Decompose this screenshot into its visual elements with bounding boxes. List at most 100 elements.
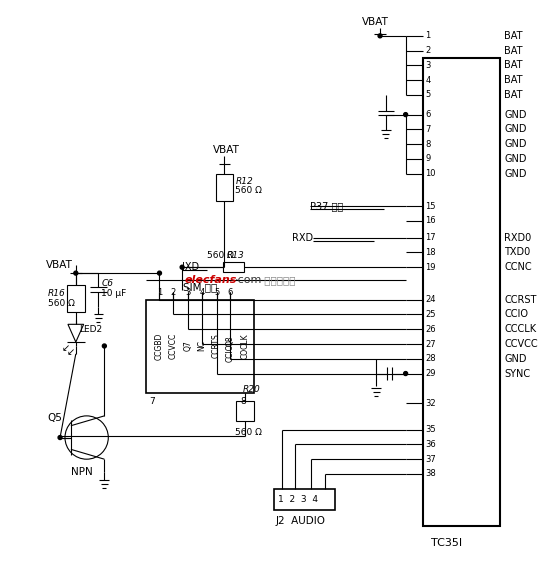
Text: 19: 19 [425, 263, 436, 272]
Text: 560 Ω: 560 Ω [207, 251, 233, 260]
Text: VBAT: VBAT [213, 145, 239, 155]
Text: 10: 10 [425, 169, 436, 178]
Text: Q8: Q8 [226, 335, 235, 346]
Text: 17: 17 [425, 233, 436, 242]
Text: 2: 2 [425, 46, 431, 55]
Circle shape [403, 113, 408, 117]
Text: R16: R16 [48, 289, 66, 298]
Text: 1  2  3  4: 1 2 3 4 [277, 495, 318, 504]
Text: SYNC: SYNC [504, 369, 530, 379]
Text: 29: 29 [425, 369, 436, 378]
Text: 3: 3 [185, 288, 191, 297]
Text: R20: R20 [243, 385, 261, 394]
Text: ↙: ↙ [67, 347, 75, 357]
Text: 24: 24 [425, 295, 436, 304]
Text: 3: 3 [425, 61, 431, 70]
Text: NC: NC [197, 341, 206, 352]
Bar [236, 401, 254, 421]
Text: 28: 28 [425, 354, 436, 364]
Text: RXD: RXD [292, 233, 313, 243]
Text: CCVCC: CCVCC [169, 333, 178, 359]
Text: 26: 26 [425, 325, 436, 334]
Bar [216, 174, 233, 201]
Text: BAT: BAT [504, 31, 522, 41]
Text: CCRST: CCRST [504, 295, 536, 305]
Text: R12: R12 [235, 177, 253, 186]
Text: P37 启动: P37 启动 [310, 201, 343, 211]
Text: GND: GND [504, 125, 527, 135]
Text: 9: 9 [425, 154, 431, 163]
Text: 10 μF: 10 μF [102, 289, 127, 298]
Text: NPN: NPN [71, 467, 93, 477]
Text: IXD: IXD [182, 262, 199, 272]
Text: VBAT: VBAT [362, 17, 389, 27]
Text: 36: 36 [425, 440, 436, 449]
Text: 18: 18 [425, 248, 436, 257]
Text: VBAT: VBAT [46, 260, 73, 270]
Circle shape [58, 435, 62, 439]
Text: BAT: BAT [504, 90, 522, 100]
Text: 25: 25 [425, 310, 436, 319]
Text: 15: 15 [425, 201, 436, 211]
Text: 560 Ω: 560 Ω [235, 427, 262, 436]
Text: 16: 16 [425, 217, 436, 226]
Bar [424, 58, 500, 526]
Text: GND: GND [504, 139, 527, 149]
Text: COCLK: COCLK [241, 333, 250, 359]
Text: Q5: Q5 [47, 413, 62, 423]
Text: 37: 37 [425, 455, 436, 464]
Text: GND: GND [504, 354, 527, 364]
Text: CCIO: CCIO [226, 343, 235, 362]
Text: 4: 4 [425, 76, 431, 85]
Text: GND: GND [504, 109, 527, 119]
Bar [223, 263, 244, 272]
Text: 5: 5 [425, 90, 431, 99]
Text: Q7: Q7 [184, 341, 193, 351]
Text: 5: 5 [214, 288, 219, 297]
Text: 7: 7 [425, 125, 431, 134]
Text: CCVCC: CCVCC [504, 339, 538, 349]
Bar [146, 300, 254, 393]
Text: LED2: LED2 [79, 325, 102, 334]
Text: 8: 8 [241, 397, 246, 406]
Circle shape [378, 34, 382, 38]
Text: C6: C6 [102, 279, 113, 288]
Text: SIM 卡座: SIM 卡座 [183, 282, 217, 292]
Text: TXD0: TXD0 [504, 247, 531, 257]
Bar [67, 285, 85, 312]
Text: ·com: ·com [235, 275, 262, 285]
Circle shape [157, 271, 161, 275]
Text: 560 Ω: 560 Ω [235, 186, 262, 195]
Text: CCRTS: CCRTS [212, 334, 221, 358]
Text: 1: 1 [425, 31, 431, 40]
Text: 6: 6 [425, 110, 431, 119]
Text: J2  AUDIO: J2 AUDIO [276, 516, 326, 526]
Text: 1: 1 [157, 288, 162, 297]
Text: 38: 38 [425, 470, 436, 479]
Text: TC35I: TC35I [431, 538, 462, 548]
Text: 27: 27 [425, 339, 436, 348]
Text: 2: 2 [171, 288, 176, 297]
Text: GND: GND [504, 169, 527, 178]
Text: 电子发烧友: 电子发烧友 [261, 275, 295, 285]
Circle shape [403, 371, 408, 375]
Text: CCCLK: CCCLK [504, 324, 536, 334]
Text: 6: 6 [228, 288, 233, 297]
Text: CCIO: CCIO [504, 310, 528, 319]
Text: GND: GND [504, 154, 527, 164]
Text: 8: 8 [425, 140, 431, 149]
Circle shape [74, 271, 78, 275]
Text: 4: 4 [199, 288, 205, 297]
Text: BAT: BAT [504, 75, 522, 85]
Text: R13: R13 [226, 251, 244, 260]
Text: CCGBD: CCGBD [155, 332, 164, 360]
Circle shape [103, 344, 106, 348]
Circle shape [180, 265, 184, 269]
Text: 7: 7 [149, 397, 155, 406]
Text: elecfans: elecfans [185, 275, 237, 285]
Text: RXD0: RXD0 [504, 233, 532, 243]
Text: 32: 32 [425, 398, 436, 408]
Text: BAT: BAT [504, 61, 522, 70]
Text: CCNC: CCNC [504, 262, 532, 272]
Bar [274, 489, 334, 511]
